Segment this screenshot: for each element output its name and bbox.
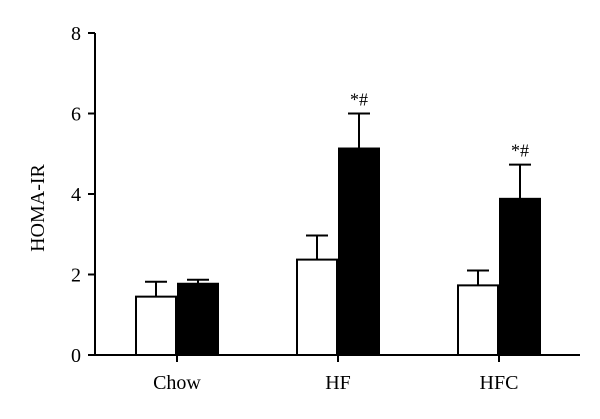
y-tick-label: 0 [71, 345, 81, 367]
bar [177, 282, 219, 357]
bar [135, 295, 177, 357]
y-tick-label: 4 [71, 184, 81, 206]
bar [457, 284, 499, 356]
y-axis-title: HOMA-IR [27, 163, 49, 251]
bar [296, 258, 338, 357]
bar [499, 197, 541, 356]
x-tick-label: HFC [480, 372, 519, 394]
bar [338, 147, 380, 356]
y-tick-label: 2 [71, 265, 81, 287]
x-tick-label: HF [325, 372, 351, 394]
x-tick-label: Chow [153, 372, 201, 394]
y-tick-label: 8 [71, 23, 81, 45]
significance-label: *# [511, 141, 529, 161]
y-tick-label: 6 [71, 104, 81, 126]
significance-label: *# [350, 90, 368, 110]
